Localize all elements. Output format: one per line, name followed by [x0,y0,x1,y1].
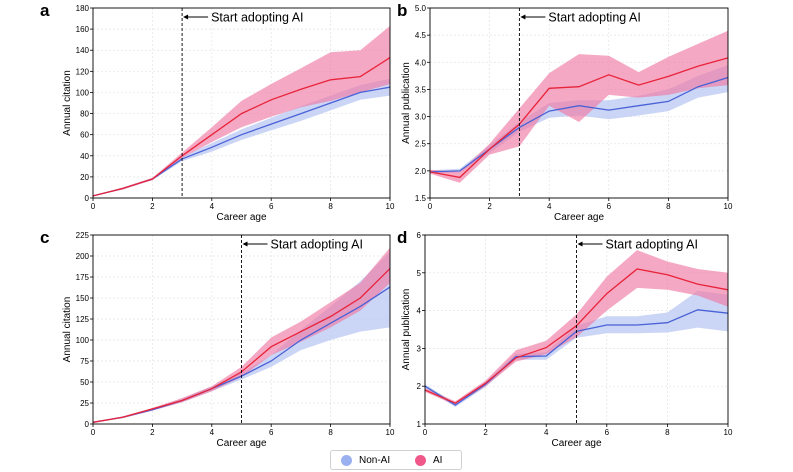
y-tick-label: 0 [85,420,90,429]
y-tick-label: 175 [76,273,90,282]
annotation-text: Start adopting AI [548,11,640,25]
panel-letter: c [40,228,49,247]
y-tick-label: 225 [76,231,90,240]
y-tick-label: 20 [80,173,89,182]
y-axis-label: Annual publication [401,62,412,144]
x-tick-label: 2 [150,428,155,437]
x-axis-label: Career age [216,212,266,223]
x-tick-label: 10 [724,428,733,437]
legend-marker-ai [415,455,426,466]
y-tick-label: 4 [417,307,422,316]
annotation-text: Start adopting AI [606,238,698,252]
x-tick-label: 4 [544,428,549,437]
y-tick-label: 60 [80,131,89,140]
annotation-text: Start adopting AI [211,11,303,25]
y-tick-label: 1.5 [415,194,427,203]
x-tick-label: 10 [386,428,395,437]
confidence-band-ai [93,25,390,196]
x-tick-label: 0 [91,428,96,437]
x-tick-label: 10 [724,202,733,211]
legend-marker-non-ai [341,455,352,466]
y-tick-label: 0 [85,194,90,203]
x-tick-label: 8 [666,202,671,211]
x-tick-label: 8 [328,202,333,211]
y-tick-label: 4.5 [415,31,427,40]
x-tick-label: 6 [607,202,612,211]
y-tick-label: 200 [76,252,90,261]
x-tick-label: 4 [210,202,215,211]
y-axis-label: Annual publication [401,289,412,371]
panel-letter: d [397,228,407,247]
y-tick-label: 25 [80,399,89,408]
x-tick-label: 6 [269,428,274,437]
y-tick-label: 80 [80,110,89,119]
legend-label-non-ai: Non-AI [359,455,391,466]
y-axis-label: Annual citation [62,70,73,136]
x-tick-label: 0 [91,202,96,211]
panel-letter: b [397,1,407,20]
y-tick-label: 2.0 [415,167,427,176]
y-tick-label: 3.5 [415,85,427,94]
x-tick-label: 0 [423,428,428,437]
confidence-band-non-ai [425,290,728,407]
confidence-band-ai [430,30,728,183]
x-tick-label: 8 [328,428,333,437]
y-tick-label: 40 [80,152,89,161]
y-tick-label: 120 [76,67,90,76]
x-tick-label: 6 [269,202,274,211]
legend-item-ai: AI [415,455,442,466]
series-line-ai [92,57,391,197]
y-tick-label: 50 [80,378,89,387]
series-line-ai [429,57,729,179]
y-tick-label: 1 [417,420,422,429]
legend-label-ai: AI [433,455,443,466]
annotation-text: Start adopting AI [271,238,363,252]
y-tick-label: 3 [417,344,422,353]
y-tick-label: 100 [76,88,90,97]
y-tick-label: 5 [417,269,422,278]
y-tick-label: 180 [76,4,90,13]
x-tick-label: 10 [386,202,395,211]
y-tick-label: 75 [80,357,89,366]
legend: Non-AI AI [330,450,462,470]
y-tick-label: 3.0 [415,113,427,122]
y-tick-label: 140 [76,46,90,55]
x-tick-label: 2 [483,428,488,437]
annotation-arrowhead [242,241,248,247]
y-tick-label: 4.0 [415,58,427,67]
panel-letter: a [40,1,50,20]
x-axis-label: Career age [551,438,601,449]
confidence-band-non-ai [93,251,390,423]
y-tick-label: 6 [417,231,422,240]
annotation-arrowhead [183,14,189,20]
y-tick-label: 150 [76,294,90,303]
x-tick-label: 2 [487,202,492,211]
y-tick-label: 2.5 [415,140,427,149]
y-tick-label: 100 [76,336,90,345]
y-tick-label: 2 [417,382,422,391]
x-tick-label: 2 [150,202,155,211]
series-line-non-ai [429,76,729,173]
y-tick-label: 125 [76,315,90,324]
legend-item-non-ai: Non-AI [341,455,390,466]
x-tick-label: 6 [605,428,610,437]
y-tick-label: 160 [76,25,90,34]
y-axis-label: Annual citation [62,297,73,363]
annotation-arrowhead [577,241,583,247]
axes-frame [429,7,729,199]
axes-frame [92,7,391,199]
annotation-arrowhead [520,14,526,20]
y-tick-label: 5.0 [415,4,427,13]
x-tick-label: 8 [665,428,670,437]
x-axis-label: Career age [216,438,266,449]
x-tick-label: 0 [428,202,433,211]
x-tick-label: 4 [210,428,215,437]
x-tick-label: 4 [547,202,552,211]
panel-b: 0 2 4 6 8 10 1.5 2.0 2.5 3.0 3.5 4.0 4.5 5.0 Career ag… [397,1,733,223]
x-axis-label: Career age [554,212,604,223]
